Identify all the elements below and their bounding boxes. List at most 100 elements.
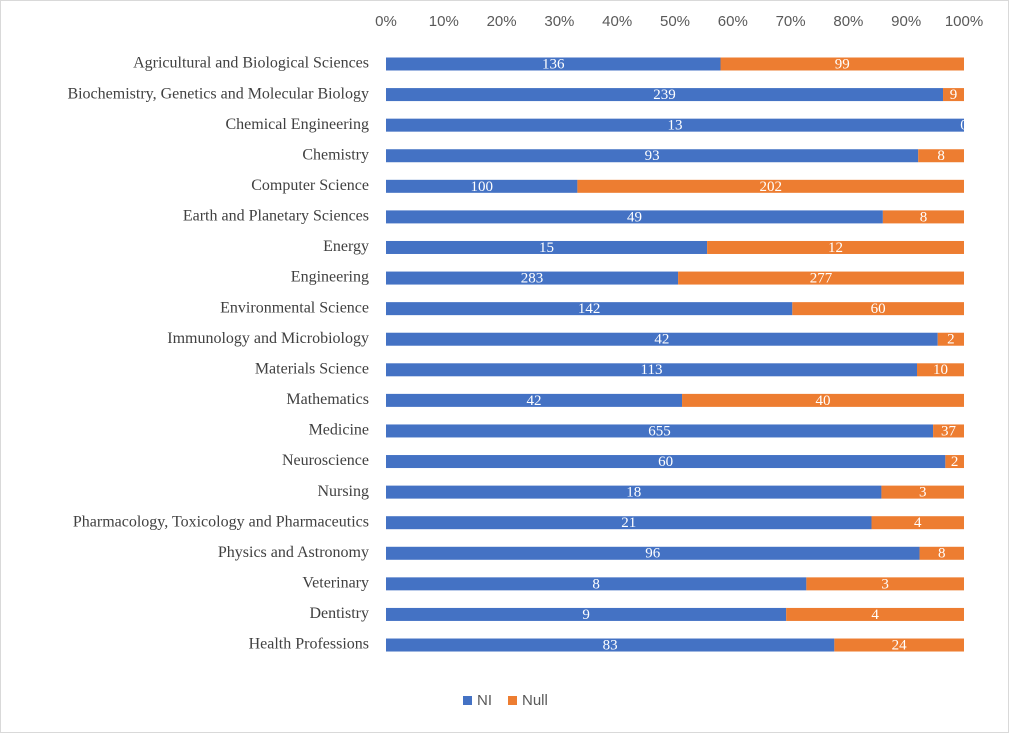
y-tick-label: Agricultural and Biological Sciences <box>133 55 369 72</box>
y-tick-label: Computer Science <box>251 177 369 194</box>
data-label: 9 <box>950 87 958 103</box>
bar-segment <box>386 57 721 71</box>
bar-segment <box>386 424 934 438</box>
x-tick-label: 10% <box>429 13 459 30</box>
y-tick-label: Physics and Astronomy <box>218 544 369 561</box>
bar-segment <box>918 149 964 163</box>
y-tick-label: Mathematics <box>286 391 369 408</box>
data-label: 15 <box>539 240 554 256</box>
data-label: 202 <box>759 179 782 195</box>
x-tick-label: 50% <box>660 13 690 30</box>
y-tick-label: Dentistry <box>309 605 369 622</box>
data-label: 49 <box>627 209 642 225</box>
bar-segment <box>386 516 872 530</box>
bar-segment <box>386 302 793 316</box>
data-label: 60 <box>871 301 886 317</box>
bar-segment <box>720 57 964 71</box>
data-label: 283 <box>521 270 544 286</box>
y-tick-label: Materials Science <box>255 360 369 377</box>
y-tick-label: Earth and Planetary Sciences <box>183 208 369 225</box>
data-label: 4 <box>871 607 879 623</box>
data-label: 9 <box>582 607 590 623</box>
bar-segment <box>386 179 578 193</box>
data-label: 239 <box>653 87 676 103</box>
data-label: 8 <box>937 148 945 164</box>
data-label: 60 <box>658 454 673 470</box>
data-label: 2 <box>951 454 959 470</box>
x-tick-label: 30% <box>544 13 574 30</box>
data-label: 8 <box>592 576 600 592</box>
x-tick-label: 100% <box>945 13 983 30</box>
data-label: 93 <box>645 148 660 164</box>
bar-segment <box>386 363 918 377</box>
data-label: 96 <box>645 546 661 562</box>
y-tick-label: Environmental Science <box>220 299 369 316</box>
bar-segment <box>786 607 964 621</box>
bar-segment <box>386 240 708 254</box>
data-label: 8 <box>938 546 946 562</box>
bar-segment <box>386 607 787 621</box>
bar-segment <box>882 210 964 224</box>
legend-swatch <box>463 696 472 705</box>
bar-segment <box>386 118 964 132</box>
data-label: 24 <box>892 637 908 653</box>
x-tick-label: 40% <box>602 13 632 30</box>
bar-segment <box>943 88 964 102</box>
data-label: 18 <box>626 485 641 501</box>
data-label: 40 <box>816 393 831 409</box>
y-tick-label: Veterinary <box>302 575 369 592</box>
x-tick-label: 60% <box>718 13 748 30</box>
bar-segment <box>917 363 964 377</box>
bar-segment <box>386 149 919 163</box>
x-tick-label: 80% <box>833 13 863 30</box>
data-label: 10 <box>933 362 948 378</box>
data-label: 3 <box>919 485 927 501</box>
bar-segment <box>945 455 964 469</box>
bar-segment <box>707 240 964 254</box>
data-label: 42 <box>654 332 669 348</box>
bar-segment <box>682 393 964 407</box>
x-tick-label: 20% <box>487 13 517 30</box>
y-tick-label: Chemistry <box>302 146 369 163</box>
data-label: 142 <box>578 301 601 317</box>
data-label: 113 <box>641 362 663 378</box>
data-label: 4 <box>914 515 922 531</box>
y-tick-label: Chemical Engineering <box>225 116 369 133</box>
bar-segment <box>871 516 964 530</box>
data-label: 13 <box>668 118 683 134</box>
y-tick-label: Health Professions <box>249 636 369 653</box>
data-label: 37 <box>941 423 957 439</box>
bar-segment <box>386 393 683 407</box>
bar-segment <box>386 577 807 591</box>
bar-segment <box>386 546 920 560</box>
data-label: 277 <box>810 270 833 286</box>
bar-segment <box>577 179 964 193</box>
data-label: 99 <box>835 56 850 72</box>
bar-segment <box>881 485 964 499</box>
bar-segment <box>834 638 964 652</box>
data-label: 136 <box>542 56 565 72</box>
y-tick-label: Neuroscience <box>282 452 369 469</box>
bar-segment <box>386 332 938 346</box>
bar-segment <box>919 546 964 560</box>
bar-segment <box>386 485 882 499</box>
bar-segment <box>386 271 679 285</box>
x-tick-label: 70% <box>776 13 806 30</box>
bar-segment <box>937 332 964 346</box>
bar-segment <box>386 88 944 102</box>
data-label: 100 <box>470 179 493 195</box>
data-label: 21 <box>621 515 636 531</box>
y-tick-label: Nursing <box>317 483 369 500</box>
y-tick-label: Medicine <box>309 422 369 439</box>
bar-segment <box>386 210 883 224</box>
legend-swatch <box>508 696 517 705</box>
data-label: 12 <box>828 240 843 256</box>
data-label: 42 <box>527 393 542 409</box>
y-tick-label: Pharmacology, Toxicology and Pharmaceuti… <box>73 513 369 530</box>
bar-segment <box>933 424 964 438</box>
y-tick-label: Biochemistry, Genetics and Molecular Bio… <box>67 85 369 102</box>
legend-label: Null <box>522 692 548 709</box>
bar-segment <box>806 577 964 591</box>
y-tick-label: Immunology and Microbiology <box>167 330 369 347</box>
